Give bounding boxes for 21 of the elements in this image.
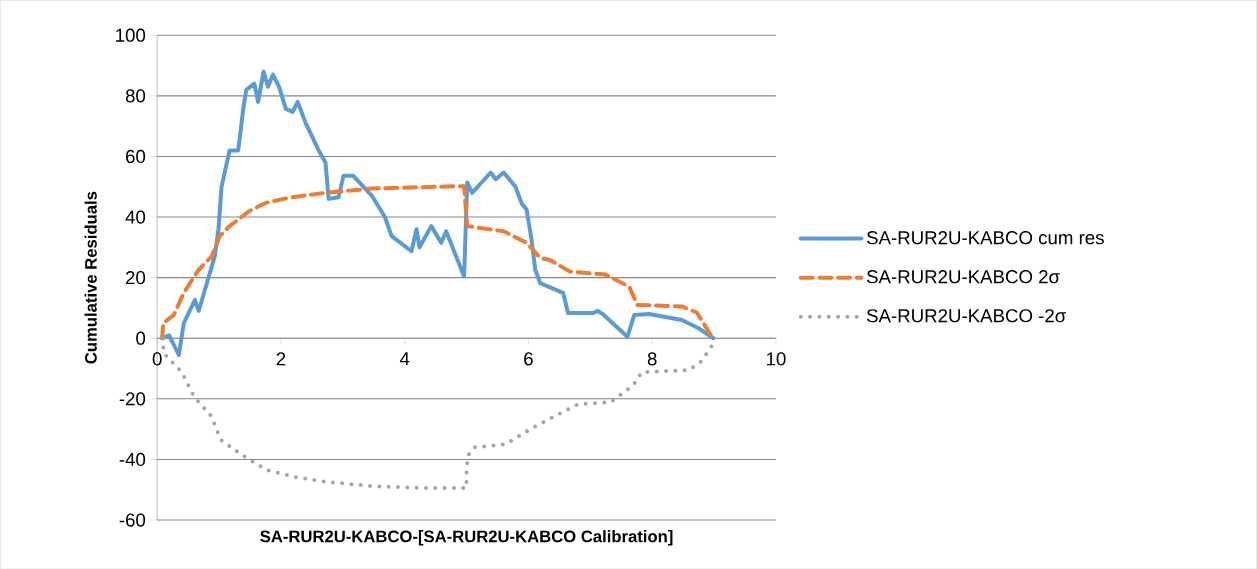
y-tick-label: 60 [126, 149, 146, 163]
y-tick-label: 20 [126, 270, 146, 285]
x-tick-label: 0 [152, 352, 162, 366]
y-tick-label: 100 [116, 28, 146, 42]
x-axis-title: SA-RUR2U-KABCO-[SA-RUR2U-KABCO Calibration] [260, 529, 673, 546]
x-tick-label: 8 [647, 352, 657, 366]
x-tick-label: 4 [399, 352, 410, 365]
y-axis-title: Cumulative Residuals [84, 191, 97, 364]
x-tick-label: 2 [276, 352, 286, 366]
legend-label: SA-RUR2U-KABCO 2σ [866, 269, 1060, 284]
y-tick-label: 0 [136, 331, 146, 345]
x-tick-label: 6 [524, 352, 533, 366]
x-tick-label: 10 [766, 352, 786, 366]
y-tick-label: -60 [119, 513, 146, 527]
y-tick-label: -40 [119, 452, 146, 466]
line-series [160, 184, 714, 341]
y-tick-label: 80 [125, 89, 146, 103]
legend-label: SA-RUR2U-KABCO -2σ [866, 308, 1067, 323]
y-tick-label: -20 [119, 392, 146, 406]
legend-label: SA-RUR2U-KABCO cum res [866, 230, 1104, 245]
y-tick-label: 40 [125, 210, 146, 224]
